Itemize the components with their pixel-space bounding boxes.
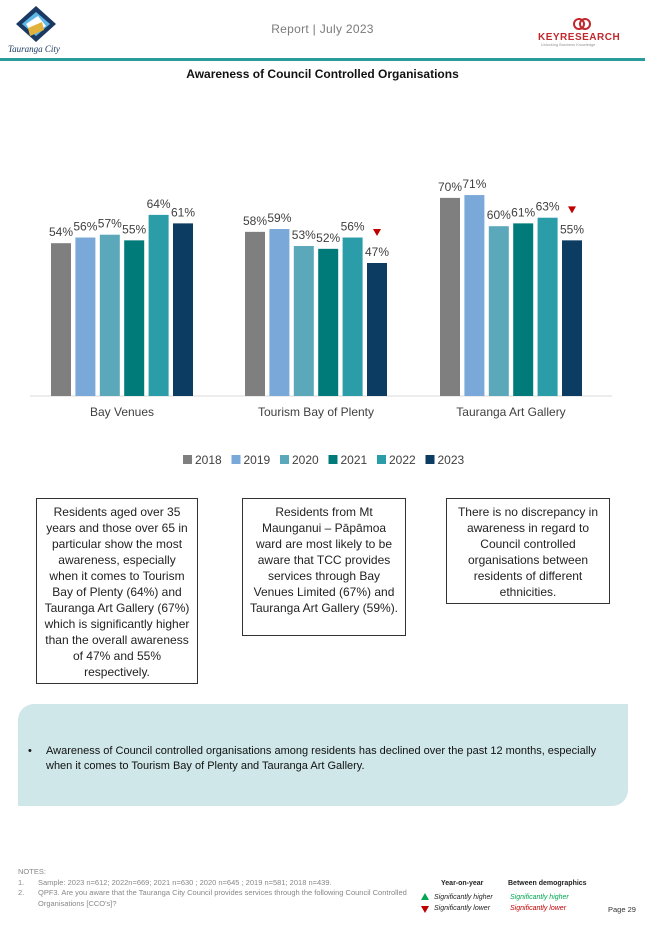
bar-2018 <box>440 197 460 396</box>
arrow-icons <box>421 893 429 913</box>
bar-2019 <box>269 229 290 396</box>
data-label: 71% <box>462 177 486 191</box>
keyresearch-tagline: Unlocking Business Knowledge <box>541 43 596 47</box>
data-label: 70% <box>438 180 462 194</box>
data-label: 59% <box>267 211 291 225</box>
note-number: 1. <box>18 877 25 887</box>
bar-2023 <box>562 240 582 396</box>
bar-2019 <box>464 195 485 396</box>
yoy-lower-label: Significantly lower <box>434 905 491 912</box>
data-label: 52% <box>316 231 340 245</box>
bar-2020 <box>488 226 509 396</box>
legend-swatch-2018 <box>183 455 192 464</box>
note-number: 2. <box>18 888 25 897</box>
down-triangle-icon <box>373 228 381 236</box>
bar-2018 <box>245 231 265 396</box>
legend-label: 2020 <box>292 453 319 467</box>
summary-body: Awareness of Council controlled organisa… <box>46 745 597 772</box>
bullet: • <box>28 745 32 757</box>
callout-age: Residents aged over 35 years and those o… <box>36 498 198 684</box>
legend-swatch-2023 <box>425 455 435 464</box>
data-label: 57% <box>98 217 122 231</box>
note-item: 2. QPF3. Are you aware that the Tauranga… <box>18 888 438 909</box>
data-label: 63% <box>536 200 560 214</box>
legend-label: 2021 <box>341 453 368 467</box>
keyresearch-logo <box>573 18 591 30</box>
bar-2021 <box>318 248 339 396</box>
data-label: 54% <box>49 225 73 239</box>
year-on-year-heading: Year-on-year <box>441 880 484 887</box>
tauranga-city-wordmark: Tauranga City <box>8 44 60 54</box>
legend-label: 2018 <box>195 453 222 467</box>
data-label: 64% <box>147 197 171 211</box>
tauranga-city-logo <box>16 6 56 42</box>
bar-2022 <box>342 237 363 396</box>
category-label: Tourism Bay of Plenty <box>258 405 374 419</box>
bar-2023 <box>173 223 193 396</box>
data-label: 61% <box>171 205 195 219</box>
demo-lower-label: Significantly lower <box>510 905 567 912</box>
notes: NOTES: 1. Sample: 2023 n=612; 2022n=669;… <box>18 867 438 909</box>
data-label: 60% <box>487 208 511 222</box>
keyresearch-wordmark: KEYRESEARCH <box>538 32 621 43</box>
data-label: 61% <box>511 205 535 219</box>
legend-label: 2023 <box>438 453 465 467</box>
data-label: 58% <box>243 214 267 228</box>
chart-title: Awareness of Council Controlled Organisa… <box>186 67 459 81</box>
summary-box: • Awareness of Council controlled organi… <box>18 704 628 806</box>
callout-ethnicity: There is no discrepancy in awareness in … <box>446 498 610 604</box>
legend-swatch-2022 <box>377 455 386 464</box>
category-label: Tauranga Art Gallery <box>456 405 565 419</box>
down-triangle-icon <box>568 206 576 214</box>
legend-swatch-2020 <box>280 455 289 464</box>
report-label: Report | July 2023 <box>271 22 374 36</box>
legend-label: 2019 <box>244 453 271 467</box>
data-label: 55% <box>122 222 146 236</box>
note-text: QPF3. Are you aware that the Tauranga Ci… <box>38 888 407 908</box>
yoy-higher-label: Significantly higher <box>434 894 493 901</box>
demo-higher-label: Significantly higher <box>510 894 569 901</box>
data-label: 55% <box>560 222 584 236</box>
down-triangle-icon <box>421 906 429 913</box>
legend-swatch-2021 <box>328 455 338 464</box>
legend-swatch-2019 <box>231 455 241 464</box>
up-triangle-icon <box>421 893 429 900</box>
bar-2021 <box>124 240 145 396</box>
bar-2018 <box>51 243 71 396</box>
bar-2021 <box>513 223 534 396</box>
demographics-heading: Between demographics <box>508 880 587 887</box>
bar-2020 <box>99 234 120 396</box>
bar-2023 <box>367 262 387 396</box>
bar-2022 <box>537 217 558 396</box>
legend-label: 2022 <box>389 453 416 467</box>
note-text: Sample: 2023 n=612; 2022n=669; 2021 n=63… <box>38 877 332 887</box>
callout-ward: Residents from Mt Maunganui – Pāpāmoa wa… <box>242 498 406 636</box>
summary-text: • Awareness of Council controlled organi… <box>28 744 616 774</box>
data-label: 56% <box>73 220 97 234</box>
bar-2019 <box>75 237 96 396</box>
data-label: 56% <box>341 220 365 234</box>
header-divider <box>0 58 645 61</box>
data-label: 47% <box>365 245 389 259</box>
notes-heading: NOTES: <box>18 867 46 876</box>
bar-2022 <box>148 214 169 396</box>
page-header: Tauranga City Report | July 2023 KEYRESE… <box>0 0 645 61</box>
data-label: 53% <box>292 228 316 242</box>
bar-2020 <box>293 246 314 396</box>
note-item: 1. Sample: 2023 n=612; 2022n=669; 2021 n… <box>18 878 438 889</box>
page-number: Page 29 <box>608 905 636 914</box>
category-label: Bay Venues <box>90 405 154 419</box>
